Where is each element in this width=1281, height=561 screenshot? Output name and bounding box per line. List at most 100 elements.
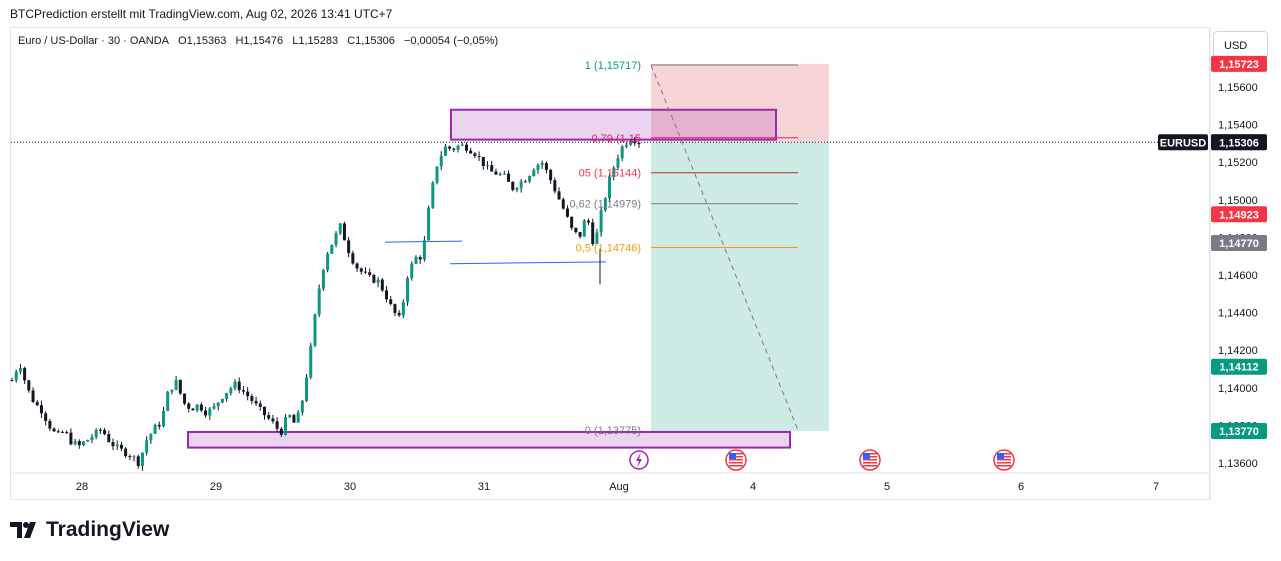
candle-body: [292, 415, 296, 423]
symbol-legend[interactable]: Euro / US-Dollar · 30 · OANDA O1,15363 H…: [18, 35, 504, 47]
candle-body: [490, 165, 494, 172]
candle-body: [35, 402, 39, 406]
candle-body: [44, 413, 48, 421]
candle-body: [477, 156, 481, 158]
brand[interactable]: TradingView: [10, 518, 169, 542]
x-tick-label: 28: [76, 481, 88, 493]
candle-body: [65, 432, 69, 434]
candle-body: [363, 271, 367, 273]
trend-line: [449, 261, 607, 265]
candle-body: [183, 393, 187, 404]
candle-body: [157, 424, 161, 427]
candle-body: [599, 210, 603, 233]
candle-body: [73, 441, 77, 445]
candle-body: [166, 391, 170, 411]
candle-body: [317, 288, 321, 315]
candle-body: [279, 428, 283, 435]
y-tick-label: 1,14000: [1218, 383, 1258, 395]
price-badge: 1,14112: [1211, 358, 1267, 375]
candle-body: [128, 456, 132, 458]
candle-body: [637, 143, 641, 145]
candle-body: [115, 444, 119, 447]
fib-level-label: 0,79 (1,15: [591, 133, 641, 145]
candle-body: [582, 220, 586, 237]
candle-body: [502, 173, 506, 175]
candle-body: [204, 410, 208, 416]
y-tick-label: 1,15600: [1218, 82, 1258, 94]
candle-body: [385, 290, 389, 300]
candle-body: [271, 418, 275, 422]
x-tick-label: 7: [1153, 481, 1159, 493]
brand-name: TradingView: [46, 518, 170, 541]
candle-body: [372, 274, 376, 283]
candle-body: [258, 403, 262, 407]
y-tick-label: 1,15200: [1218, 157, 1258, 169]
candle-body: [410, 263, 414, 279]
candle-body: [427, 207, 431, 241]
candle-body: [435, 166, 439, 183]
candle-body: [275, 421, 279, 429]
legend-open: O1,15363: [178, 35, 227, 47]
candle-body: [587, 220, 591, 223]
symbol-tag-label: EURUSD: [1160, 137, 1207, 149]
candle-body: [519, 181, 523, 189]
y-tick-label: 1,15000: [1218, 195, 1258, 207]
candles: [10, 136, 641, 471]
candle-body: [633, 141, 637, 144]
stop-loss-area: [651, 63, 829, 143]
candle-body: [267, 415, 271, 419]
candle-body: [414, 257, 418, 264]
candle-body: [439, 155, 443, 167]
candle-body: [216, 402, 220, 407]
candle-body: [557, 191, 561, 200]
candle-body: [170, 389, 174, 392]
legend-high: H1,15476: [235, 35, 284, 47]
candle-body: [486, 165, 490, 167]
candle-body: [448, 146, 452, 149]
candle-body: [60, 431, 64, 433]
candle-body: [452, 148, 456, 150]
fib-level-label: 1 (1,15717): [585, 60, 641, 72]
candle-body: [48, 420, 52, 429]
candle-body: [603, 198, 607, 211]
candle-body: [124, 448, 128, 457]
candle-body: [23, 368, 27, 381]
candle-body: [591, 222, 595, 244]
candle-body: [326, 253, 330, 270]
candle-body: [90, 437, 94, 440]
candle-body: [540, 163, 544, 165]
candle-body: [595, 232, 599, 244]
candle-body: [380, 279, 384, 291]
fib-level-label: 0 (1,13775): [585, 425, 641, 437]
candle-body: [389, 299, 393, 305]
candle-body: [107, 434, 111, 443]
price-badge: 1,14923: [1211, 206, 1267, 223]
candle-body: [161, 410, 165, 427]
candle-body: [111, 442, 115, 447]
x-tick-label: 31: [478, 481, 490, 493]
price-badge-label: 1,14112: [1219, 362, 1258, 374]
candle-body: [443, 146, 447, 156]
legend-symbol[interactable]: Euro / US-Dollar · 30 · OANDA: [18, 35, 169, 47]
legend-change: −0,00054 (−0,05%): [403, 35, 499, 47]
candle-body: [469, 150, 473, 154]
candle-body: [528, 176, 532, 182]
candle-body: [561, 199, 565, 209]
legend-close: C1,15306: [347, 35, 395, 47]
candle-body: [296, 412, 300, 423]
price-badge: 1,15306: [1211, 134, 1267, 151]
candle-body: [536, 164, 540, 170]
candle-body: [262, 406, 266, 416]
candle-body: [212, 406, 216, 409]
y-tick-label: 1,14600: [1218, 270, 1258, 282]
candle-body: [515, 188, 519, 190]
fib-level-label: 0,62 (1,14979): [569, 199, 641, 211]
candle-body: [330, 244, 334, 254]
currency-button[interactable]: USD: [1213, 31, 1268, 59]
candle-body: [174, 379, 178, 390]
x-tick-label: 6: [1018, 481, 1024, 493]
candle-body: [27, 380, 31, 391]
candle-body: [629, 141, 633, 145]
candle-body: [313, 314, 317, 346]
